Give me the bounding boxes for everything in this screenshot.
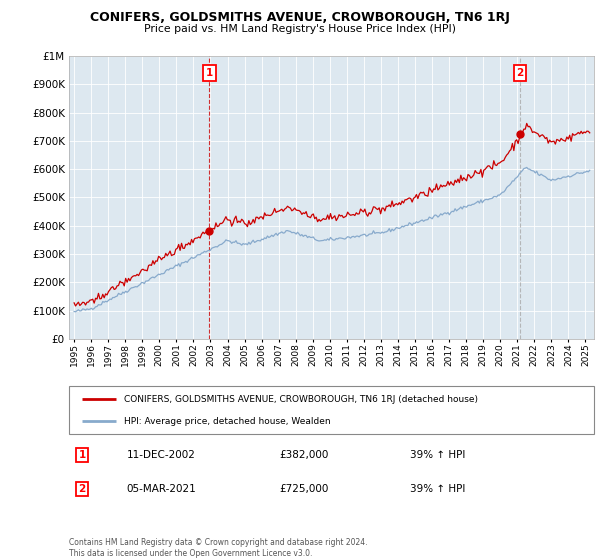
Text: £725,000: £725,000 (279, 484, 328, 494)
Text: 2: 2 (517, 68, 524, 78)
Text: 1: 1 (206, 68, 213, 78)
Text: CONIFERS, GOLDSMITHS AVENUE, CROWBOROUGH, TN6 1RJ (detached house): CONIFERS, GOLDSMITHS AVENUE, CROWBOROUGH… (124, 395, 478, 404)
Text: 11-DEC-2002: 11-DEC-2002 (127, 450, 196, 460)
Text: CONIFERS, GOLDSMITHS AVENUE, CROWBOROUGH, TN6 1RJ: CONIFERS, GOLDSMITHS AVENUE, CROWBOROUGH… (90, 11, 510, 24)
Text: Contains HM Land Registry data © Crown copyright and database right 2024.
This d: Contains HM Land Registry data © Crown c… (69, 538, 367, 558)
Text: 1: 1 (79, 450, 86, 460)
Text: HPI: Average price, detached house, Wealden: HPI: Average price, detached house, Weal… (124, 417, 331, 426)
Text: 39% ↑ HPI: 39% ↑ HPI (410, 450, 466, 460)
Text: 39% ↑ HPI: 39% ↑ HPI (410, 484, 466, 494)
Text: 2: 2 (79, 484, 86, 494)
Text: £382,000: £382,000 (279, 450, 328, 460)
Text: 05-MAR-2021: 05-MAR-2021 (127, 484, 197, 494)
Text: Price paid vs. HM Land Registry's House Price Index (HPI): Price paid vs. HM Land Registry's House … (144, 24, 456, 34)
